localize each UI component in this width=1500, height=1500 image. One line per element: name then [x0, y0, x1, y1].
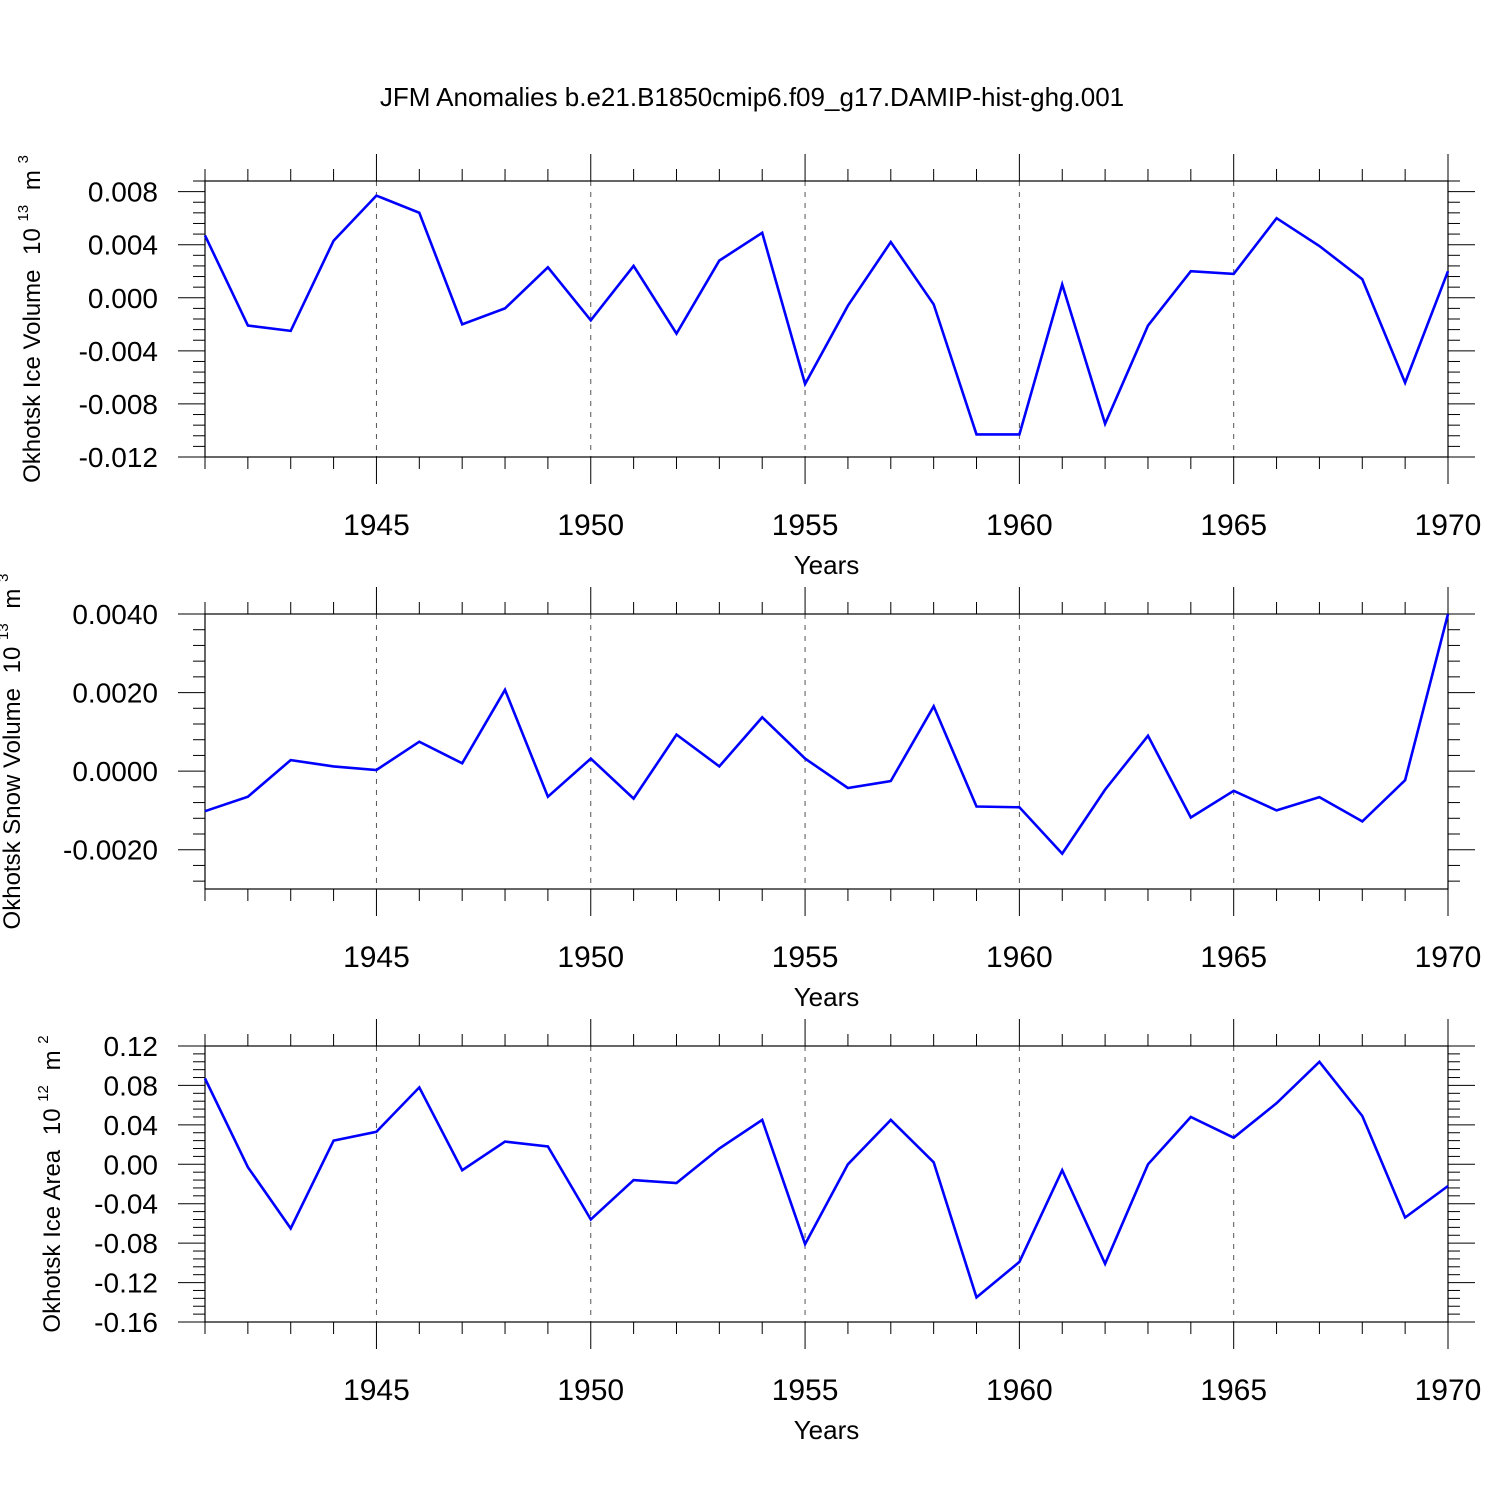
- ylabel-unit-exp: 13: [15, 205, 32, 222]
- ylabel-text: Okhotsk Ice Area: [39, 1149, 66, 1332]
- x-tick-label: 1950: [557, 1374, 624, 1407]
- ylabel-unit-base: 10: [0, 647, 26, 674]
- y-tick-label: 0.008: [88, 177, 158, 208]
- xlabel-snow-volume: Years: [794, 982, 860, 1012]
- y-tick-label: -0.04: [94, 1189, 158, 1220]
- ylabel-unit-sym-exp: 3: [0, 574, 12, 582]
- ylabel-unit-exp: 13: [0, 623, 12, 640]
- y-tick-label: -0.08: [94, 1228, 158, 1259]
- ylabel-unit-sym-exp: 3: [15, 155, 32, 163]
- y-tick-label: 0.000: [88, 283, 158, 314]
- xlabel-ice-area: Years: [794, 1415, 860, 1445]
- ylabel-text: Okhotsk Snow Volume: [0, 688, 26, 929]
- ylabel-unit-sym-exp: 2: [35, 1035, 52, 1043]
- data-line: [203, 1059, 1449, 1300]
- x-tick-label: 1965: [1200, 509, 1267, 542]
- y-tick-label: 0.08: [104, 1070, 159, 1101]
- ylabel-unit-symbol: m: [19, 170, 46, 190]
- ylabel-unit-symbol: m: [0, 589, 26, 609]
- x-tick-label: 1950: [557, 941, 624, 974]
- x-tick-label: 1970: [1415, 509, 1482, 542]
- x-tick-label: 1945: [343, 941, 410, 974]
- y-tick-label: -0.0020: [63, 835, 158, 866]
- ylabel-ice-area: Okhotsk Ice Area 10 12 m 2: [27, 1035, 66, 1332]
- x-tick-label: 1955: [772, 941, 839, 974]
- x-tick-label: 1965: [1200, 1374, 1267, 1407]
- x-tick-label: 1960: [986, 1374, 1053, 1407]
- x-tick-label: 1960: [986, 509, 1053, 542]
- x-tick-label: 1945: [343, 509, 410, 542]
- data-line: [203, 194, 1450, 436]
- chart-title: JFM Anomalies b.e21.B1850cmip6.f09_g17.D…: [380, 82, 1124, 112]
- x-tick-label: 1955: [772, 509, 839, 542]
- plot-frame: [204, 613, 1449, 890]
- panel-ice-area: Okhotsk Ice Area 10 12 m 2 Years 1945 195…: [27, 1019, 1482, 1445]
- x-tick-label: 1965: [1200, 941, 1267, 974]
- x-tick-label: 1960: [986, 941, 1053, 974]
- x-tick-label: 1970: [1415, 1374, 1482, 1407]
- y-tick-label: 0.00: [104, 1149, 159, 1180]
- y-tick-label: 0.0000: [72, 756, 158, 787]
- y-tick-label: 0.04: [104, 1110, 159, 1141]
- ylabel-unit-base: 10: [19, 228, 46, 255]
- y-tick-label: -0.004: [79, 336, 158, 367]
- y-tick-label: -0.16: [94, 1307, 158, 1338]
- ylabel-unit-base: 10: [39, 1108, 66, 1135]
- plot-frame: [204, 1045, 1449, 1323]
- ylabel-text: Okhotsk Ice Volume: [19, 269, 46, 482]
- y-tick-label: 0.004: [88, 230, 158, 261]
- ylabel-unit-exp: 12: [35, 1085, 52, 1102]
- ylabel-unit-symbol: m: [39, 1050, 66, 1070]
- panel-snow-volume: Okhotsk Snow Volume 10 13 m 3 Years 1945…: [0, 574, 1481, 1012]
- panel-ice-volume: Okhotsk Ice Volume 10 13 m 3 Years 1945 1…: [7, 154, 1482, 580]
- xlabel-ice-volume: Years: [794, 550, 860, 580]
- y-tick-label: 0.0020: [72, 678, 158, 709]
- x-tick-label: 1955: [772, 1374, 839, 1407]
- ylabel-snow-volume: Okhotsk Snow Volume 10 13 m 3: [0, 574, 26, 930]
- y-tick-label: 0.0040: [72, 599, 158, 630]
- y-tick-label: -0.012: [79, 442, 158, 473]
- y-tick-label: -0.12: [94, 1268, 158, 1299]
- x-tick-label: 1945: [343, 1374, 410, 1407]
- x-tick-label: 1950: [557, 509, 624, 542]
- y-tick-label: -0.008: [79, 389, 158, 420]
- x-tick-label: 1970: [1415, 941, 1482, 974]
- y-tick-label: 0.12: [104, 1031, 159, 1062]
- ylabel-ice-volume: Okhotsk Ice Volume 10 13 m 3: [7, 155, 46, 483]
- data-line: [204, 613, 1450, 856]
